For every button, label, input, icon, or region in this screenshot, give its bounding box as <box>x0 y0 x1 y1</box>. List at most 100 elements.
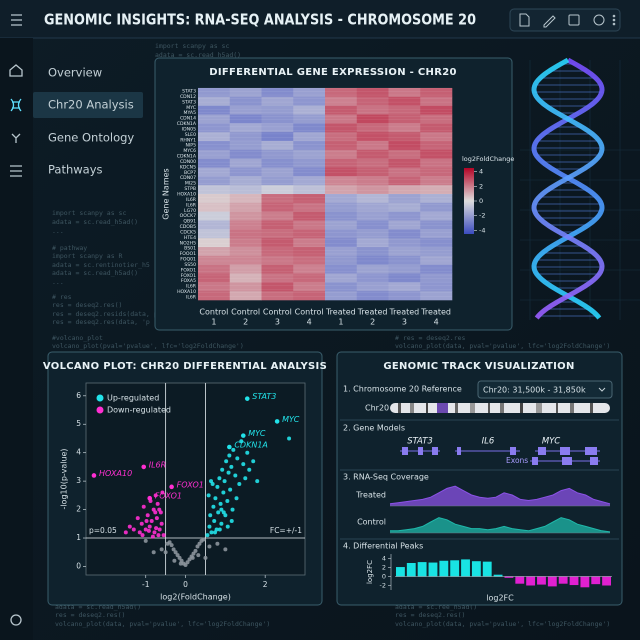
heatmap-cell <box>198 282 231 292</box>
ideogram-band <box>410 403 414 413</box>
colorbar-tick-label: 4 <box>479 168 483 176</box>
heatmap-cell <box>229 88 262 98</box>
legend-marker <box>96 406 104 414</box>
heatmap-cell <box>229 194 262 204</box>
icon-pathways[interactable] <box>10 165 22 177</box>
exon <box>585 447 597 455</box>
data-point <box>241 462 246 467</box>
icon-more[interactable] <box>612 14 616 26</box>
icon-edit[interactable] <box>543 15 556 28</box>
data-point <box>163 550 168 555</box>
gene-label: OOCK7 <box>180 213 196 219</box>
gene-label: NO2H5 <box>180 240 196 246</box>
code-line: #volcano_plot <box>52 334 103 342</box>
heatmap-cell <box>420 220 453 230</box>
data-point <box>255 479 260 484</box>
coverage-line <box>389 485 611 505</box>
track-label: Control <box>357 518 386 527</box>
exon <box>402 447 408 455</box>
heatmap-cell <box>420 123 453 133</box>
heatmap-cell <box>356 247 389 257</box>
heatmap-cell <box>420 141 453 151</box>
labeled-point <box>274 419 280 424</box>
gene-label: SLE0 <box>185 132 196 138</box>
heatmap-cell <box>261 96 294 106</box>
icon-ontology[interactable] <box>11 133 21 143</box>
heatmap-cell <box>420 149 453 159</box>
data-point <box>203 555 208 560</box>
heatmap-cell <box>198 211 231 221</box>
peak-bar <box>461 559 470 577</box>
toolbar <box>509 8 621 32</box>
nav-item[interactable]: Pathways <box>48 163 103 177</box>
annotation: FC=+/-1 <box>270 526 302 535</box>
heatmap-cell <box>261 176 294 186</box>
heatmap-cell <box>261 158 294 168</box>
gene-label: HOXA10 <box>177 289 196 295</box>
data-point <box>219 507 224 512</box>
heatmap-cell <box>261 255 294 265</box>
data-point <box>223 547 228 552</box>
nav-item[interactable]: Chr20 Analysis <box>48 98 134 112</box>
gene-label: MYC6 <box>183 148 196 154</box>
icon-home[interactable] <box>9 64 23 77</box>
exon <box>432 447 438 455</box>
gene-label: CDCK5 <box>180 229 196 235</box>
data-point <box>207 544 212 549</box>
heatmap-cell <box>198 291 231 301</box>
colorbar-tick-label: -2 <box>479 212 485 220</box>
gene-label: IL6R <box>186 197 197 203</box>
heatmap-cell <box>293 211 326 221</box>
heatmap-cell <box>325 114 358 124</box>
peak-bar <box>569 576 579 586</box>
gene-label: CDKN1A <box>177 154 197 160</box>
data-point <box>143 538 148 543</box>
peak-bar <box>417 562 427 577</box>
icon-document[interactable] <box>519 13 530 27</box>
code-line: adata = sc.ree_h5ad() <box>395 603 477 611</box>
code-line: res = deseq2.resids(data, pval <box>52 310 169 318</box>
data-point <box>197 541 202 546</box>
heatmap-cell <box>229 123 262 133</box>
heatmap-cell <box>293 114 326 124</box>
heatmap-cell <box>356 141 389 151</box>
heatmap-cell <box>261 149 294 159</box>
data-point <box>220 467 225 472</box>
heatmap-cell <box>356 282 389 292</box>
heatmap-cell <box>325 167 358 177</box>
labeled-point <box>240 433 246 438</box>
data-point <box>212 518 217 523</box>
icon-settings[interactable] <box>10 614 22 626</box>
chrom-label: Chr20 <box>365 404 389 413</box>
icon-dna[interactable] <box>10 98 22 112</box>
labeled-point <box>244 396 250 401</box>
labeled-point <box>141 464 147 470</box>
code-line: volcano_plot(pval='pvalue', lfc='log2Fol… <box>52 342 244 350</box>
data-point <box>229 518 234 523</box>
data-point <box>237 481 242 486</box>
heatmap-cell <box>420 114 453 124</box>
icon-info[interactable] <box>593 14 605 26</box>
menu-button[interactable] <box>11 14 22 26</box>
ideogram-band <box>398 403 401 413</box>
region-dropdown[interactable] <box>477 380 613 399</box>
heatmap-cell <box>420 167 453 177</box>
heatmap-cell <box>198 185 231 195</box>
exon <box>418 447 423 455</box>
heatmap-cell <box>325 176 358 186</box>
column-label: Control <box>295 308 324 317</box>
data-point <box>151 550 156 555</box>
heatmap-cell <box>325 96 358 106</box>
nav-item[interactable]: Overview <box>48 66 102 80</box>
track-panel <box>336 351 623 606</box>
column-label: Treated <box>357 308 388 317</box>
gene-label: CDN07 <box>180 175 196 181</box>
data-point <box>230 507 235 512</box>
heatmap-cell <box>325 202 358 212</box>
heatmap-cell <box>261 185 294 195</box>
colorbar-tick-label: 2 <box>479 182 483 190</box>
data-point <box>173 550 178 555</box>
nav-item[interactable]: Gene Ontology <box>48 131 134 145</box>
icon-calendar[interactable] <box>568 14 580 26</box>
